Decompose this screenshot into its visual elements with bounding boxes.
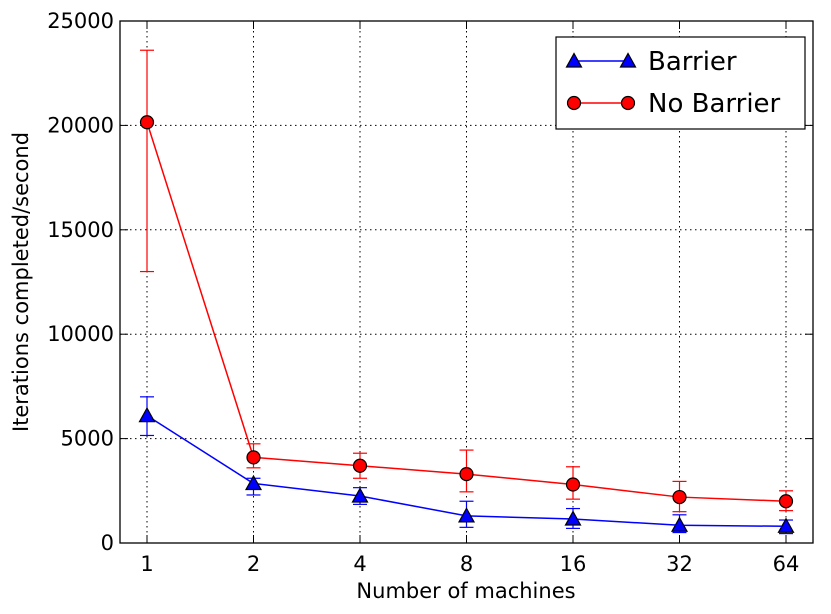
y-tick-label: 20000 bbox=[47, 113, 114, 137]
y-tick-label: 25000 bbox=[47, 9, 114, 33]
data-point bbox=[246, 450, 261, 465]
legend-marker bbox=[619, 52, 637, 68]
x-tick-label: 2 bbox=[247, 552, 260, 576]
legend-box bbox=[555, 36, 806, 130]
data-point bbox=[564, 510, 582, 526]
legend-marker bbox=[565, 52, 583, 68]
legend-label: Barrier bbox=[648, 47, 737, 77]
x-tick-label: 8 bbox=[460, 552, 473, 576]
data-point bbox=[352, 458, 368, 473]
series-no-barrier bbox=[139, 49, 794, 513]
y-tick-label: 5000 bbox=[61, 427, 114, 451]
legend-marker bbox=[566, 95, 582, 111]
y-axis-label: Iterations completed/second bbox=[9, 132, 33, 432]
y-tick-label: 0 bbox=[101, 531, 114, 555]
data-point bbox=[672, 489, 687, 505]
legend-label: No Barrier bbox=[648, 89, 781, 119]
data-point bbox=[351, 487, 369, 503]
data-point bbox=[138, 406, 156, 423]
x-tick-label: 32 bbox=[666, 552, 693, 576]
data-point bbox=[457, 507, 476, 523]
series-layer bbox=[138, 49, 795, 535]
data-point bbox=[777, 517, 795, 533]
data-point bbox=[670, 516, 689, 532]
x-tick-label: 16 bbox=[560, 552, 587, 576]
ticks: 1 2 4 8 16 32 64 0 5000 10000 15000 20000 25000 bbox=[47, 9, 813, 576]
x-axis-label: Number of machines bbox=[356, 579, 575, 603]
data-point bbox=[139, 115, 155, 130]
data-point bbox=[459, 466, 474, 482]
x-tick-label: 1 bbox=[140, 552, 153, 576]
legend-marker bbox=[620, 95, 636, 111]
y-tick-label: 15000 bbox=[47, 218, 114, 242]
x-tick-label: 64 bbox=[773, 552, 800, 576]
legend: Barrier No Barrier bbox=[555, 36, 806, 130]
series-barrier bbox=[138, 396, 795, 535]
y-tick-label: 10000 bbox=[47, 322, 114, 346]
data-point bbox=[778, 494, 794, 509]
x-tick-label: 4 bbox=[353, 552, 366, 576]
data-point bbox=[244, 474, 263, 491]
data-point bbox=[565, 477, 581, 492]
